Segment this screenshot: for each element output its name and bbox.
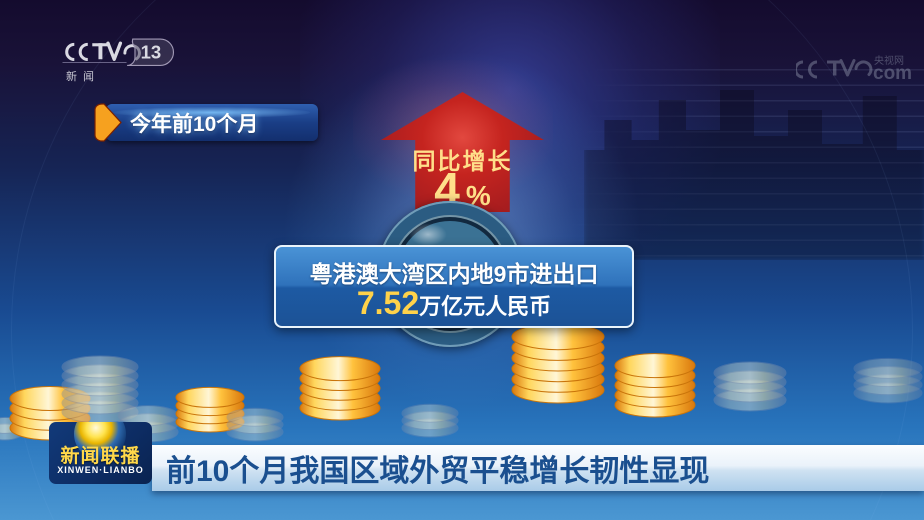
svg-text:com: com [873,63,912,84]
svg-text:13: 13 [141,42,162,63]
